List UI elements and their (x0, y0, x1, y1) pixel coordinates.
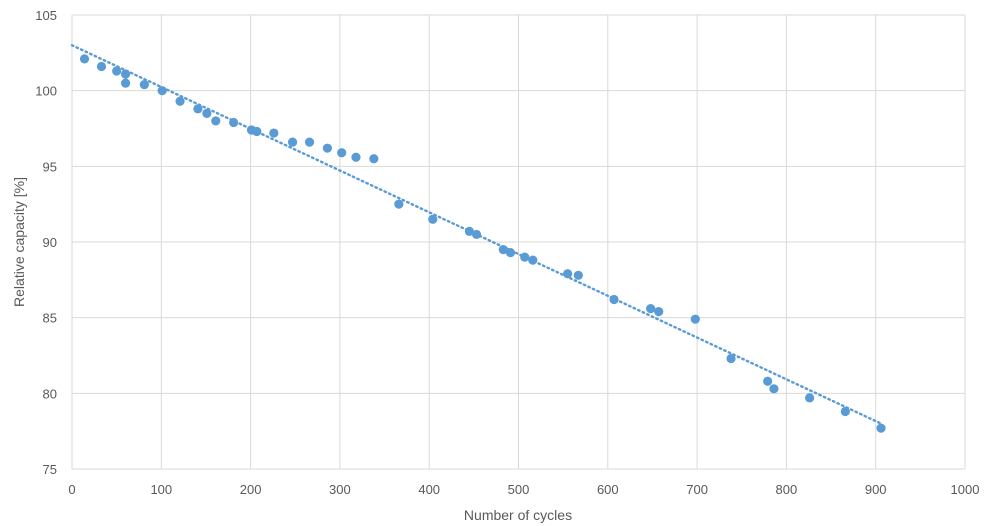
data-point (528, 255, 538, 265)
data-point (609, 294, 619, 305)
x-tick-label: 400 (418, 482, 440, 497)
data-point (120, 69, 131, 79)
data-point (646, 303, 656, 314)
data-point (269, 128, 279, 138)
data-point (876, 423, 886, 433)
data-point (726, 353, 736, 364)
data-point (229, 117, 239, 128)
data-points (79, 54, 886, 433)
data-point (211, 116, 221, 126)
data-point (193, 104, 203, 114)
x-tick-label: 500 (508, 482, 530, 497)
data-point (394, 199, 404, 209)
data-point (202, 108, 212, 118)
x-axis-title: Number of cycles (464, 507, 572, 523)
y-tick-label: 100 (35, 84, 57, 99)
data-point (287, 137, 298, 147)
x-axis-ticks: 0 100 200 300 400 500 600 700 800 900 1000 (68, 482, 979, 497)
data-point (498, 244, 508, 255)
data-point (654, 307, 664, 317)
x-tick-label: 0 (68, 482, 75, 497)
data-point (520, 252, 530, 262)
y-tick-label: 90 (43, 235, 57, 250)
data-point (175, 96, 185, 106)
data-point (139, 80, 149, 90)
data-point (805, 393, 815, 403)
y-axis-ticks: 75 80 85 90 95 100 105 (35, 8, 57, 477)
x-tick-label: 700 (686, 482, 708, 497)
x-tick-label: 200 (240, 482, 262, 497)
x-tick-label: 800 (776, 482, 798, 497)
data-point (840, 406, 850, 417)
y-tick-label: 105 (35, 8, 57, 23)
data-point (763, 376, 773, 386)
data-point (252, 126, 262, 137)
data-point (120, 78, 131, 88)
x-tick-label: 100 (150, 482, 172, 497)
data-point (112, 66, 122, 76)
data-point (157, 86, 167, 96)
data-point (471, 229, 482, 240)
data-point (304, 137, 315, 147)
x-tick-label: 300 (329, 482, 351, 497)
data-point (337, 148, 347, 158)
y-tick-label: 95 (43, 159, 57, 174)
y-tick-label: 85 (43, 311, 57, 326)
y-axis-title: Relative capacity [%] (11, 177, 27, 307)
data-point (351, 152, 361, 162)
y-tick-label: 80 (43, 386, 57, 401)
data-point (96, 61, 107, 72)
data-point (573, 270, 583, 280)
x-tick-label: 1000 (951, 482, 980, 497)
data-point (769, 384, 779, 394)
data-point (79, 54, 90, 64)
x-tick-label: 900 (865, 482, 887, 497)
data-point (505, 247, 516, 258)
data-point (322, 143, 332, 153)
x-tick-label: 600 (597, 482, 619, 497)
y-tick-label: 75 (43, 462, 57, 477)
data-point (690, 314, 700, 324)
gridlines (71, 14, 966, 470)
data-point (369, 154, 379, 164)
data-point (464, 226, 474, 237)
data-point (563, 269, 573, 279)
data-point (428, 214, 438, 224)
